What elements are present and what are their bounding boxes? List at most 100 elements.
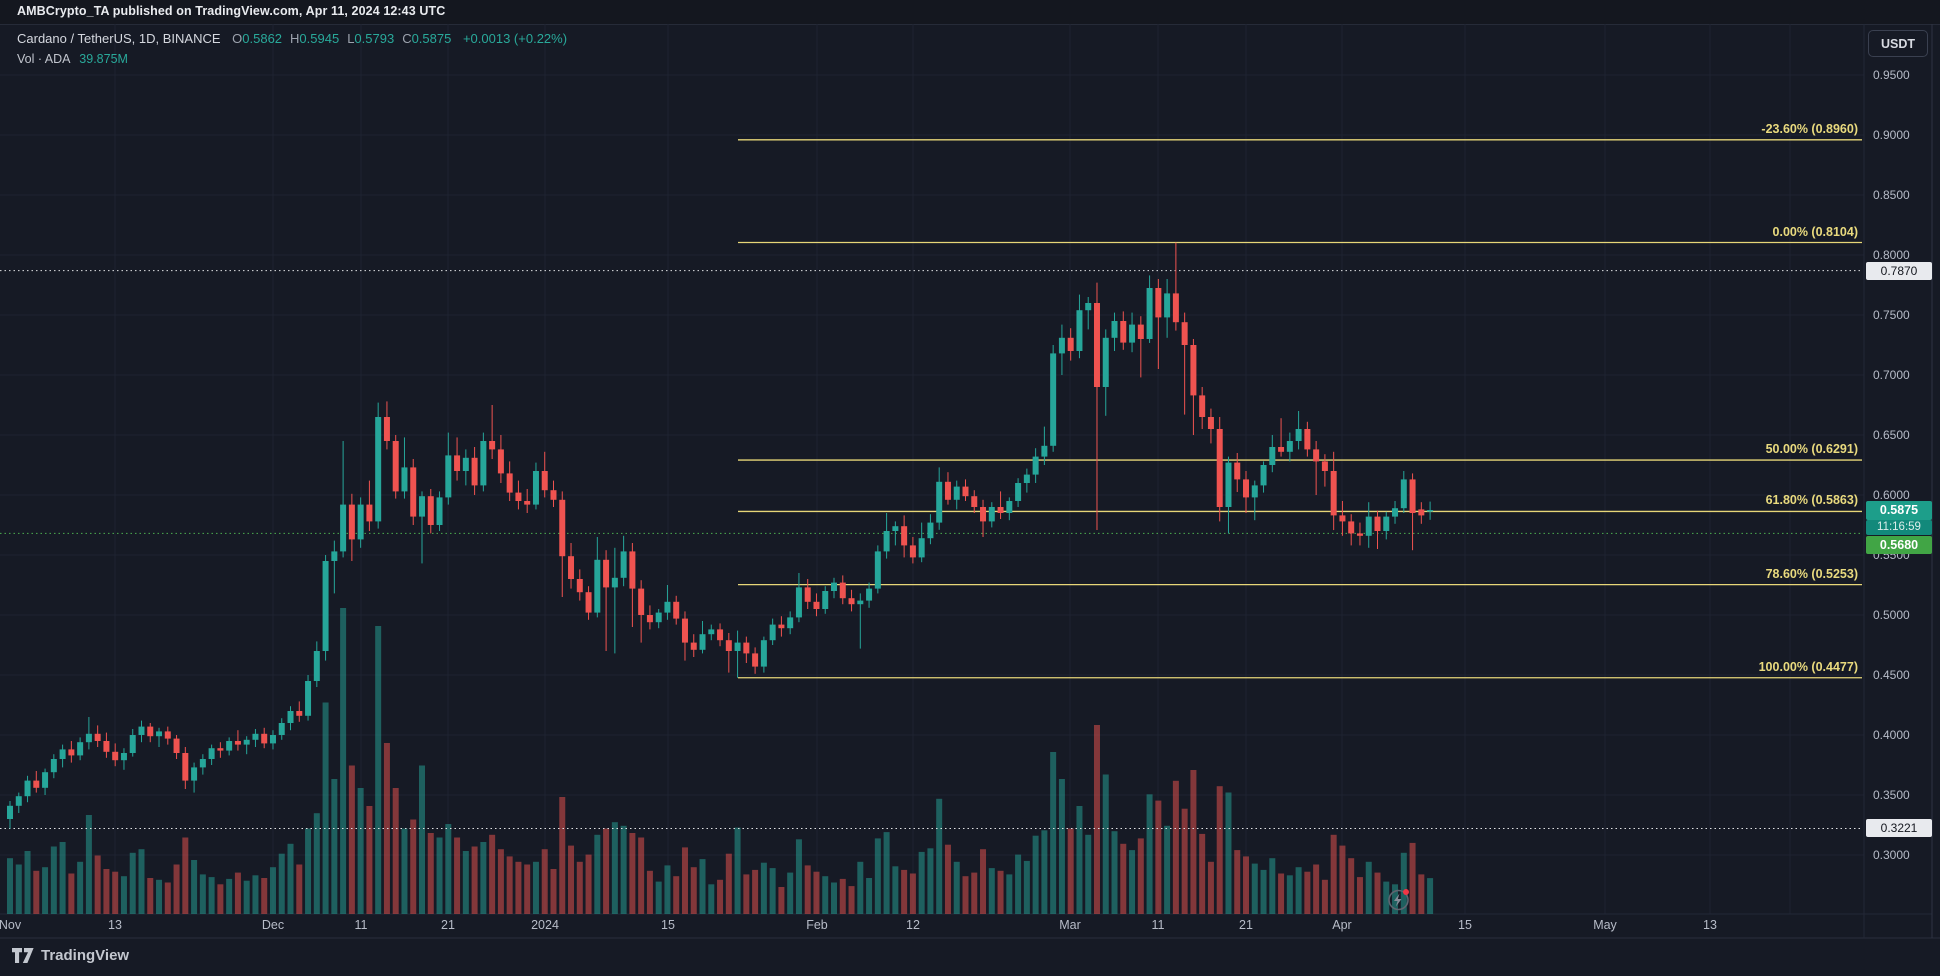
volume-bar — [252, 875, 259, 914]
candle-body — [936, 481, 943, 523]
volume-bar — [1400, 852, 1407, 914]
candle-body — [445, 455, 452, 498]
candle-body — [129, 735, 136, 753]
ohlc-key: L — [347, 31, 355, 46]
candle-body — [927, 522, 934, 539]
volume-bar — [752, 869, 759, 914]
candle-body — [1409, 479, 1416, 513]
candle-body — [489, 441, 496, 450]
volume-bar — [795, 839, 802, 914]
volume-bar — [7, 858, 13, 914]
ohlc-value: 0.5793 — [354, 31, 395, 46]
candle-body — [383, 417, 390, 441]
symbol-legend[interactable]: Cardano / TetherUS, 1D, BINANCE O0.5862 H… — [17, 31, 567, 46]
currency-toggle-button[interactable]: USDT — [1868, 30, 1928, 57]
candle-body — [7, 805, 13, 819]
volume-bar — [997, 870, 1004, 914]
price-tick-label: 0.6500 — [1873, 428, 1910, 442]
volume-bar — [769, 868, 776, 914]
volume-bar — [988, 868, 995, 914]
candle-body — [261, 733, 268, 744]
ohlc-value: 0.5875 — [411, 31, 452, 46]
volume-bar — [436, 837, 443, 914]
fib-level-label: 100.00% (0.4477) — [1758, 659, 1858, 674]
volume-bar — [638, 837, 645, 914]
candle-body — [822, 591, 829, 609]
volume-bar — [1190, 770, 1197, 914]
publication-bar — [0, 0, 1940, 25]
volume-bar — [1164, 825, 1171, 914]
candle-body — [1269, 447, 1276, 465]
volume-bar — [909, 873, 916, 914]
candle-body — [1164, 293, 1171, 318]
volume-bar — [1093, 725, 1100, 914]
volume-bar — [120, 876, 127, 914]
candle-body — [813, 601, 820, 609]
volume-bar — [191, 860, 198, 914]
candle-body — [1243, 479, 1250, 498]
candle-body — [795, 587, 802, 618]
volume-bar — [15, 864, 22, 914]
tradingview-logo-text: TradingView — [41, 947, 130, 964]
candle-body — [559, 499, 566, 557]
candle-body — [866, 588, 873, 601]
volume-bar — [1216, 786, 1223, 914]
volume-bar — [1199, 833, 1206, 914]
candle-body — [1041, 445, 1048, 457]
candle-body — [59, 749, 66, 759]
volume-bar — [1076, 806, 1083, 914]
fib-level-label: -23.60% (0.8960) — [1761, 121, 1858, 136]
candle-body — [1058, 337, 1065, 354]
volume-bar — [331, 779, 338, 914]
volume-bar — [725, 853, 732, 914]
time-tick-label: Mar — [1059, 918, 1081, 932]
candle-body — [392, 441, 399, 492]
time-tick-label: May — [1593, 918, 1617, 932]
volume-bar — [699, 859, 706, 914]
fib-level-label: 50.00% (0.6291) — [1765, 442, 1858, 457]
candle-body — [874, 551, 881, 589]
candle-body — [226, 741, 233, 751]
candle-body — [1181, 322, 1188, 345]
volume-bar — [550, 869, 557, 914]
candle-body — [594, 559, 601, 613]
volume-bar — [1172, 780, 1179, 914]
candle-body — [883, 531, 890, 552]
candle-body — [532, 471, 539, 505]
candle-body — [191, 767, 198, 781]
volume-bar — [1015, 854, 1022, 914]
candle-body — [550, 490, 557, 500]
candle-body — [103, 741, 110, 752]
alert-price-label: 0.5680 — [1866, 536, 1932, 555]
volume-bar — [173, 864, 180, 914]
candle-body — [1146, 288, 1153, 339]
candle-body — [24, 780, 31, 797]
volume-bar — [760, 862, 767, 914]
candle-body — [1137, 324, 1144, 339]
candle-body — [1278, 447, 1285, 452]
volume-legend[interactable]: Vol · ADA 39.875M — [17, 52, 128, 66]
volume-bar — [471, 846, 478, 914]
volume-bar — [1365, 861, 1372, 914]
candle-body — [944, 481, 951, 500]
candle-body — [769, 624, 776, 641]
volume-bar — [1339, 845, 1346, 914]
candle-body — [182, 753, 189, 781]
volume-bar — [971, 872, 978, 914]
volume-bar — [480, 842, 487, 914]
candle-body — [638, 588, 645, 615]
time-tick-label: 21 — [1239, 918, 1253, 932]
volume-bar — [918, 851, 925, 914]
candle-body — [918, 538, 925, 558]
volume-bar — [1427, 878, 1434, 914]
volume-bar — [305, 828, 312, 914]
candle-body — [524, 501, 531, 505]
tradingview-logo[interactable]: TradingView — [12, 947, 129, 964]
symbol-title[interactable]: Cardano / TetherUS, 1D, BINANCE — [17, 31, 221, 46]
fib-level-label: 61.80% (0.5863) — [1765, 493, 1858, 508]
price-tick-label: 0.8000 — [1873, 248, 1910, 262]
candle-body — [1067, 337, 1074, 351]
price-tick-label: 0.9500 — [1873, 68, 1910, 82]
volume-bar — [313, 813, 320, 914]
